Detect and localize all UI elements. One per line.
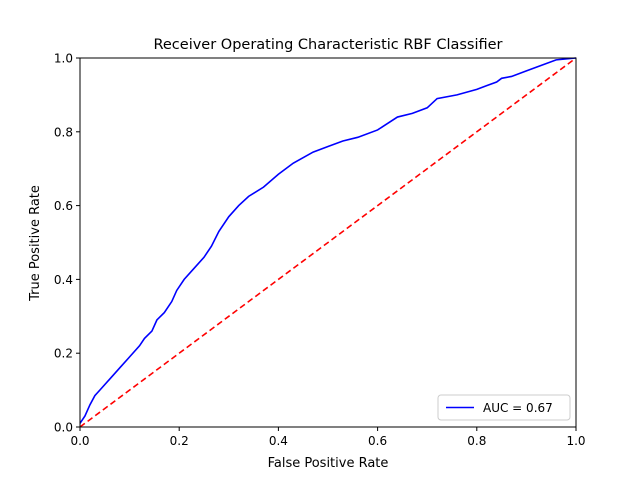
y-tick-label: 0.4 xyxy=(54,273,73,287)
roc-curve-line xyxy=(79,57,577,424)
y-tick-label: 0.2 xyxy=(54,347,73,361)
x-tick-label: 0.4 xyxy=(269,434,288,448)
legend: AUC = 0.67 xyxy=(437,394,571,421)
y-tick-label: 0.0 xyxy=(54,421,73,435)
y-tick-label: 0.8 xyxy=(54,125,73,139)
x-tick-label: 0.8 xyxy=(467,434,486,448)
x-tick-label: 0.0 xyxy=(70,434,89,448)
plot-frame xyxy=(79,57,577,428)
y-axis-label: True Positive Rate xyxy=(28,185,43,302)
x-axis: 0.0 0.2 0.4 0.6 0.8 1.0 xyxy=(70,427,586,448)
chance-diagonal-line xyxy=(79,57,577,428)
chart-title: Receiver Operating Characteristic RBF Cl… xyxy=(153,37,502,53)
y-tick-label: 1.0 xyxy=(54,52,73,66)
plot-area xyxy=(79,57,577,428)
y-tick-label: 0.6 xyxy=(54,199,73,213)
x-tick-label: 0.6 xyxy=(368,434,387,448)
x-tick-label: 1.0 xyxy=(566,434,585,448)
x-axis-label: False Positive Rate xyxy=(268,456,389,471)
legend-box xyxy=(437,394,571,421)
x-tick-label: 0.2 xyxy=(170,434,189,448)
legend-label: AUC = 0.67 xyxy=(483,401,553,415)
y-axis: 0.0 0.2 0.4 0.6 0.8 1.0 xyxy=(54,52,80,435)
